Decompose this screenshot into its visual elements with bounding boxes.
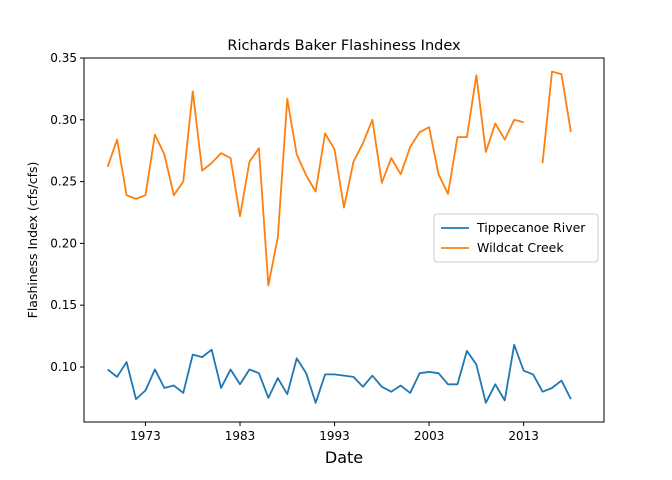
- y-tick-label: 0.25: [50, 175, 77, 189]
- y-tick-label: 0.20: [50, 236, 77, 250]
- x-axis: 1973 1983 1993 2003 2013: [130, 422, 539, 443]
- legend-label-tippecanoe-river: Tippecanoe River: [476, 220, 586, 235]
- series-line-tippecanoe-river: [107, 343, 572, 404]
- y-axis: 0.10 0.15 0.20 0.25 0.30 0.35: [50, 51, 84, 374]
- legend-label-wildcat-creek: Wildcat Creek: [477, 240, 564, 255]
- y-tick-label: 0.30: [50, 113, 77, 127]
- x-tick-label: 1983: [225, 429, 256, 443]
- legend-box: [433, 213, 599, 263]
- plot-area-frame: [83, 57, 605, 423]
- x-axis-label: Date: [325, 448, 363, 467]
- series-line-wildcat-creek: [106, 74, 524, 287]
- series-lines: [106, 70, 572, 404]
- x-tick-label: 1993: [319, 429, 350, 443]
- x-tick-label: 2013: [508, 429, 539, 443]
- x-tick-label: 1973: [130, 429, 161, 443]
- series-line-wildcat-creek: [541, 70, 572, 164]
- y-tick-label: 0.10: [50, 360, 77, 374]
- y-axis-label: Flashiness Index (cfs/cfs): [25, 162, 40, 319]
- y-tick-label: 0.35: [50, 51, 77, 65]
- chart-title: Richards Baker Flashiness Index: [227, 38, 461, 54]
- x-tick-label: 2003: [414, 429, 445, 443]
- y-tick-label: 0.15: [50, 298, 77, 312]
- legend: Tippecanoe River Wildcat Creek: [433, 213, 599, 263]
